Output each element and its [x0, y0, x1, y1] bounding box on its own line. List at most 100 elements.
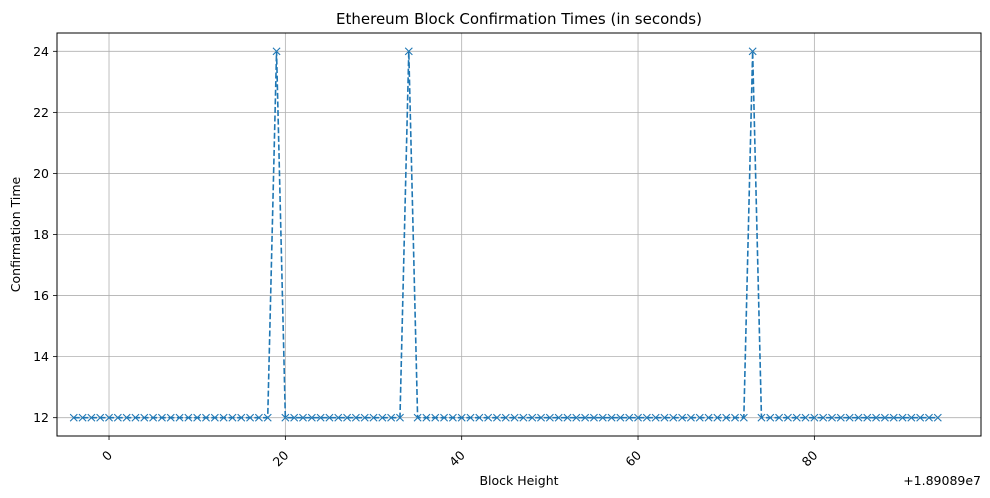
data-point — [616, 413, 625, 422]
data-point — [783, 413, 792, 422]
data-point — [387, 413, 396, 422]
data-point — [105, 413, 114, 422]
data-point — [819, 413, 828, 422]
data-point — [757, 413, 766, 422]
data-point — [78, 413, 87, 422]
x-tick-label: 80 — [799, 447, 821, 469]
data-point — [131, 413, 140, 422]
data-point — [889, 413, 898, 422]
data-point — [863, 413, 872, 422]
data-point — [219, 413, 228, 422]
x-axis: 0 20 40 60 80 — [99, 436, 821, 469]
data-point — [907, 413, 916, 422]
data-point — [140, 413, 149, 422]
data-point — [933, 413, 942, 422]
data-point — [369, 413, 378, 422]
data-point — [484, 413, 493, 422]
data-point — [360, 413, 369, 422]
x-tick-label: 20 — [270, 447, 292, 469]
data-point — [290, 413, 299, 422]
data-point — [792, 413, 801, 422]
data-point — [845, 413, 854, 422]
data-point — [466, 413, 475, 422]
y-tick-label: 16 — [33, 288, 49, 303]
y-tick-label: 14 — [33, 349, 49, 364]
data-point — [193, 413, 202, 422]
x-tick-label: 0 — [99, 447, 115, 463]
data-point — [581, 413, 590, 422]
data-point — [202, 413, 210, 422]
data-point — [510, 413, 519, 422]
data-point — [149, 413, 158, 422]
data-point — [775, 413, 784, 422]
data-point — [281, 413, 290, 422]
data-point — [263, 413, 272, 422]
data-point — [678, 413, 687, 422]
data-point — [210, 413, 219, 422]
data-point — [898, 413, 907, 422]
data-point — [722, 413, 731, 422]
data-point — [739, 413, 748, 422]
data-point — [545, 413, 554, 422]
data-point — [422, 413, 431, 422]
data-point — [113, 413, 122, 422]
data-point — [924, 413, 933, 422]
data-point — [572, 413, 581, 422]
data-point — [237, 413, 246, 422]
data-point — [440, 413, 449, 422]
data-point — [343, 413, 352, 422]
y-tick-label: 24 — [33, 44, 49, 59]
data-point — [378, 413, 387, 422]
data-point — [554, 413, 563, 422]
data-point — [166, 413, 175, 422]
data-point — [810, 413, 819, 422]
y-tick-label: 18 — [33, 227, 49, 242]
data-point — [457, 413, 466, 422]
data-point — [246, 413, 255, 422]
data-point — [307, 413, 316, 422]
data-point — [537, 413, 546, 422]
data-point — [704, 413, 713, 422]
data-point — [254, 413, 263, 422]
data-point — [598, 413, 607, 422]
data-point — [492, 413, 501, 422]
series-group — [69, 47, 942, 422]
data-point — [431, 413, 440, 422]
data-point — [528, 413, 537, 422]
data-point — [854, 413, 863, 422]
data-point — [325, 413, 334, 422]
data-point — [625, 413, 634, 422]
data-point — [96, 413, 105, 422]
data-point — [299, 413, 307, 422]
data-point — [836, 413, 845, 422]
data-point — [872, 413, 881, 422]
data-point — [448, 413, 457, 422]
data-point — [607, 413, 616, 422]
data-point — [519, 413, 528, 422]
data-point — [748, 47, 757, 56]
data-point — [880, 413, 889, 422]
data-point — [634, 413, 643, 422]
x-offset-label: +1.89089e7 — [903, 473, 981, 488]
data-point — [695, 413, 704, 422]
data-point — [669, 413, 678, 422]
data-point — [87, 413, 96, 422]
data-point — [766, 413, 775, 422]
data-point — [404, 47, 413, 56]
data-point — [563, 413, 572, 422]
x-tick-label: 40 — [446, 447, 468, 469]
data-point — [413, 413, 422, 422]
data-point — [69, 413, 78, 422]
y-axis-title: Confirmation Time — [8, 176, 23, 292]
data-point — [395, 413, 404, 422]
data-point — [686, 413, 695, 422]
data-point — [660, 413, 669, 422]
data-point — [184, 413, 193, 422]
chart-title: Ethereum Block Confirmation Times (in se… — [336, 10, 702, 28]
data-point — [272, 47, 281, 56]
data-point — [642, 413, 651, 422]
data-point — [916, 413, 925, 422]
data-point — [351, 413, 360, 422]
data-point — [122, 413, 131, 422]
